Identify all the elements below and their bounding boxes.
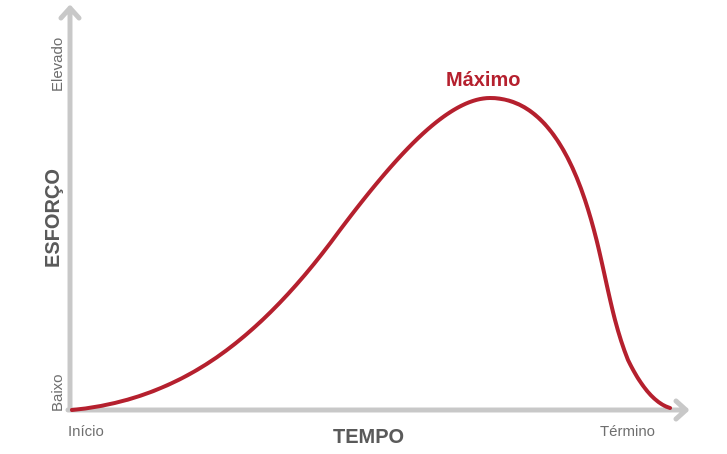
x-axis-arrow-icon xyxy=(673,398,689,422)
x-axis-title: TEMPO xyxy=(333,426,404,448)
y-axis-high-label: Elevado xyxy=(49,38,66,92)
y-axis-low-label: Baixo xyxy=(49,374,66,412)
peak-label: Máximo xyxy=(446,69,520,91)
x-axis-end-label: Término xyxy=(600,423,655,440)
y-axis-title: ESFORÇO xyxy=(42,169,64,268)
effort-curve xyxy=(70,95,672,412)
x-axis-start-label: Início xyxy=(68,423,104,440)
y-axis-arrow-icon xyxy=(58,5,82,21)
